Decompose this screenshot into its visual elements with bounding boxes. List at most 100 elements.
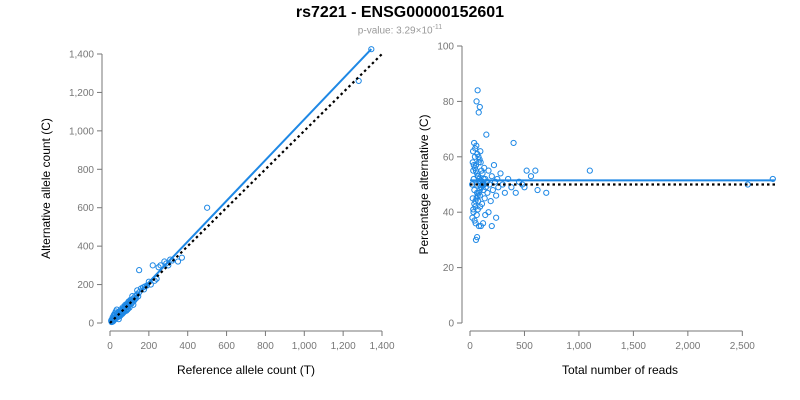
data-point [149,262,156,269]
data-point [473,98,480,105]
data-point [488,173,495,180]
x-tick-label: 400 [179,341,196,352]
data-point [487,198,494,205]
data-point [475,153,482,160]
data-point [483,131,490,138]
data-point [532,167,539,174]
data-point [161,258,168,265]
data-point [368,46,375,53]
data-point [147,281,154,288]
x-axis-label: Reference allele count (T) [177,363,315,377]
data-point [136,267,143,274]
data-point [475,189,482,196]
y-tick-label: 0 [448,319,454,330]
data-point [481,195,488,202]
data-point [493,214,500,221]
x-tick-label: 800 [257,341,274,352]
data-point [473,195,480,202]
data-point [481,164,488,171]
y-tick-label: 20 [443,263,455,274]
y-tick-label: 600 [77,203,94,214]
data-point [543,189,550,196]
x-tick-label: 500 [516,341,533,352]
data-point [477,159,484,166]
fit-line [109,48,373,324]
data-point [490,162,498,169]
y-tick-label: 1,000 [69,126,94,137]
data-point [474,87,481,94]
data-point [471,217,478,224]
data-point [471,164,479,171]
data-point [472,198,479,205]
subtitle-exponent: -11 [432,24,443,31]
y-tick-label: 0 [88,319,94,330]
data-point [178,254,185,261]
chart-subtitle: p-value: 3.29×10-11 [0,24,800,36]
x-tick-label: 0 [467,341,473,352]
data-point [523,167,530,174]
data-point [474,192,481,199]
data-point [484,189,491,196]
data-point [534,186,541,194]
data-point [488,222,495,230]
y-tick-label: 1,400 [69,50,94,61]
data-point [485,167,492,174]
x-tick-label: 600 [218,341,235,352]
y-tick-label: 800 [77,165,94,176]
data-point [472,167,480,174]
y-tick-label: 400 [77,242,94,253]
y-tick-label: 60 [443,152,455,163]
y-tick-label: 100 [437,42,454,53]
data-point [473,170,481,177]
data-point [476,103,483,111]
data-point [501,189,508,196]
data-point [476,203,484,210]
data-point [473,142,480,149]
data-point [470,162,477,169]
data-point [475,109,482,116]
data-point [155,264,162,271]
y-tick-label: 200 [77,280,94,291]
data-point [586,167,593,174]
x-tick-label: 1,000 [292,341,317,352]
data-point [470,206,477,213]
data-point [510,139,517,147]
data-point [469,181,476,188]
data-point [489,186,496,194]
y-tick-label: 1,200 [69,88,94,99]
data-point [472,145,479,152]
data-point [469,159,476,166]
data-point [479,220,487,227]
x-tick-label: 1,200 [331,341,356,352]
data-point [151,277,158,284]
data-point [157,262,164,269]
data-point [124,305,132,312]
data-point [769,175,776,183]
x-tick-label: 0 [107,341,113,352]
data-point [473,234,481,241]
data-point [493,192,500,199]
x-tick-label: 2,000 [675,341,700,352]
y-axis-label: Percentage alternative (C) [417,114,431,254]
data-point [485,209,492,216]
x-tick-label: 2,500 [730,341,755,352]
data-point [482,211,489,219]
chart-title: rs7221 - ENSG00000152601 [295,4,505,21]
data-point [472,236,480,243]
x-tick-label: 1,400 [369,341,394,352]
data-point [473,211,480,219]
data-point [174,258,182,265]
data-point [482,184,489,191]
y-axis-label: Alternative allele count (C) [39,118,53,259]
data-point [527,173,535,180]
y-tick-label: 80 [443,97,455,108]
data-point [475,173,482,180]
data-point [494,175,501,183]
y-tick-label: 40 [443,208,455,219]
data-point [130,301,137,308]
x-tick-label: 1,000 [566,341,591,352]
x-tick-label: 200 [141,341,158,352]
data-point [508,184,515,191]
